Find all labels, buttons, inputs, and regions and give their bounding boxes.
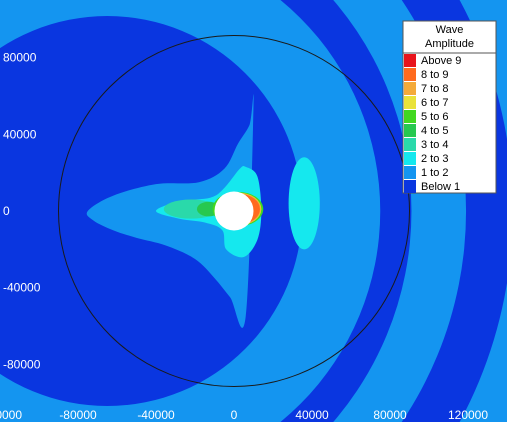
- legend-box: [402, 20, 497, 194]
- legend-label: 3 to 4: [421, 139, 449, 151]
- x-tick-label: 80000: [373, 408, 407, 422]
- legend-label: 6 to 7: [421, 97, 449, 109]
- legend-title: Wave: [436, 24, 464, 36]
- legend-label: 4 to 5: [421, 125, 449, 137]
- legend-swatch: [404, 96, 416, 109]
- y-tick-label: -80000: [3, 357, 41, 371]
- legend-label: 2 to 3: [421, 153, 449, 165]
- y-tick-label: 80000: [3, 51, 37, 65]
- legend-label: 8 to 9: [421, 69, 449, 81]
- legend-swatch: [404, 82, 416, 95]
- domain-boundary-circle: [58, 35, 410, 387]
- y-tick-label: 0: [3, 204, 10, 218]
- legend-swatch: [404, 54, 416, 67]
- legend-swatch: [404, 68, 416, 81]
- legend-title: Amplitude: [425, 38, 474, 50]
- legend-swatch: [404, 166, 416, 179]
- legend-swatch: [404, 152, 416, 165]
- legend-label: Below 1: [421, 181, 460, 193]
- legend-label: Above 9: [421, 55, 461, 67]
- y-tick-label: -40000: [3, 281, 41, 295]
- legend-swatch: [404, 180, 416, 193]
- x-tick-label: -120000: [0, 408, 22, 422]
- center-body-circle: [214, 191, 254, 231]
- y-tick-label: 40000: [3, 127, 37, 141]
- x-tick-label: -80000: [59, 408, 97, 422]
- domain-outlines: [58, 35, 410, 387]
- legend-swatch: [404, 110, 416, 123]
- legend-swatch: [404, 124, 416, 137]
- legend-label: 1 to 2: [421, 167, 449, 179]
- legend-swatch: [404, 138, 416, 151]
- x-tick-label: 0: [231, 408, 238, 422]
- axis-ticks: -120000 -80000 -40000 0 40000 80000 120000 8000…: [0, 51, 488, 422]
- x-tick-label: -40000: [137, 408, 175, 422]
- legend-label: 7 to 8: [421, 83, 449, 95]
- legend-label: 5 to 6: [421, 111, 449, 123]
- legend: Wave Amplitude Above 9 8 to 9 7 to 8 6 to 7 5 …: [402, 20, 497, 194]
- x-tick-label: 120000: [448, 408, 488, 422]
- x-tick-label: 40000: [295, 408, 329, 422]
- band-1-to-2-0: [0, 0, 381, 422]
- band-2-to-3-5: [288, 157, 320, 250]
